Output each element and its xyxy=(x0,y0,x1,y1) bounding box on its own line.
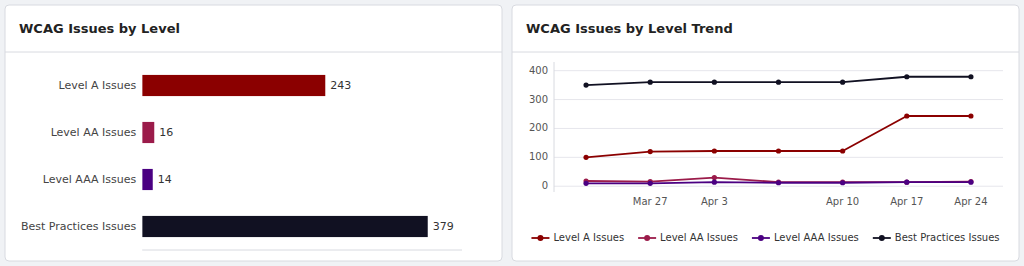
series-line xyxy=(586,116,971,157)
legend-label: Level AA Issues xyxy=(660,232,738,243)
legend-item: Level AAA Issues xyxy=(752,232,859,243)
point xyxy=(583,83,588,88)
point xyxy=(648,80,653,85)
legend-item: Best Practices Issues xyxy=(873,232,1000,243)
y-tick-label: Level A Issues xyxy=(58,79,136,92)
y-tick-label: 300 xyxy=(529,94,548,105)
series-line xyxy=(586,77,971,85)
point xyxy=(712,180,717,185)
point xyxy=(583,155,588,160)
line-chart: 0 100 200 300 400 Mar 27 Apr 3 Apr 10 Apr 17 Apr … xyxy=(529,62,1003,243)
point xyxy=(904,74,909,79)
legend-item: Level AA Issues xyxy=(638,232,738,243)
legend: Level A Issues Level AA Issues Level AAA I… xyxy=(531,232,999,243)
point xyxy=(904,180,909,185)
y-tick-label: Level AAA Issues xyxy=(43,173,137,186)
x-tick-label: Apr 3 xyxy=(701,196,728,207)
legend-marker xyxy=(644,235,650,241)
header-separator xyxy=(512,52,1019,53)
y-tick-label: 400 xyxy=(529,65,548,76)
point xyxy=(840,80,845,85)
bar xyxy=(142,75,325,96)
point xyxy=(968,74,973,79)
legend-item: Level A Issues xyxy=(531,232,624,243)
x-tick-label: Apr 10 xyxy=(826,196,859,207)
x-tick-label: Apr 17 xyxy=(890,196,923,207)
legend-marker xyxy=(537,235,543,241)
grid-line xyxy=(554,186,1003,187)
x-tick-label: Apr 24 xyxy=(954,196,987,207)
grid-line xyxy=(554,70,1003,71)
point xyxy=(840,180,845,185)
card xyxy=(512,5,1019,261)
point xyxy=(712,175,717,180)
point xyxy=(840,148,845,153)
legend-label: Level A Issues xyxy=(553,232,624,243)
data-label: 379 xyxy=(433,220,454,233)
point xyxy=(776,80,781,85)
bars xyxy=(142,75,428,237)
bar xyxy=(142,169,153,190)
legend-label: Best Practices Issues xyxy=(895,232,1000,243)
legend-marker xyxy=(879,235,885,241)
legend-marker xyxy=(758,235,764,241)
point xyxy=(776,180,781,185)
bar-chart: Level A Issues Level AA Issues Level AAA I… xyxy=(21,75,462,250)
point xyxy=(776,180,781,185)
data-label: 14 xyxy=(158,173,172,186)
data-label: 16 xyxy=(159,126,173,139)
point xyxy=(776,148,781,153)
point xyxy=(583,181,588,186)
bar xyxy=(142,216,428,237)
point xyxy=(648,181,653,186)
point xyxy=(712,148,717,153)
point xyxy=(904,180,909,185)
chart-title: WCAG Issues by Level xyxy=(19,21,180,36)
x-axis-line xyxy=(142,250,462,251)
y-axis-line xyxy=(554,62,555,192)
y-tick-label: Best Practices Issues xyxy=(21,220,136,233)
chart-title: WCAG Issues by Level Trend xyxy=(526,21,733,36)
y-tick-label: 0 xyxy=(542,180,548,191)
legend-label: Level AAA Issues xyxy=(774,232,859,243)
point xyxy=(968,179,973,184)
point xyxy=(904,113,909,118)
point xyxy=(648,149,653,154)
y-tick-label: Level AA Issues xyxy=(51,126,137,139)
grid-line xyxy=(554,99,1003,100)
y-tick-label: 200 xyxy=(529,122,548,133)
lines xyxy=(583,74,973,186)
x-tick-label: Mar 27 xyxy=(633,196,668,207)
grid-line xyxy=(554,128,1003,129)
chart-root: WCAG Issues by LevelLevel A IssuesLevel … xyxy=(0,0,1024,266)
y-tick-label: 100 xyxy=(529,151,548,162)
point xyxy=(712,80,717,85)
header-separator xyxy=(5,52,502,53)
card xyxy=(5,5,502,261)
point xyxy=(968,180,973,185)
bar xyxy=(142,122,154,143)
data-label: 243 xyxy=(330,79,351,92)
point xyxy=(840,180,845,185)
point xyxy=(968,113,973,118)
grid-line xyxy=(554,157,1003,158)
